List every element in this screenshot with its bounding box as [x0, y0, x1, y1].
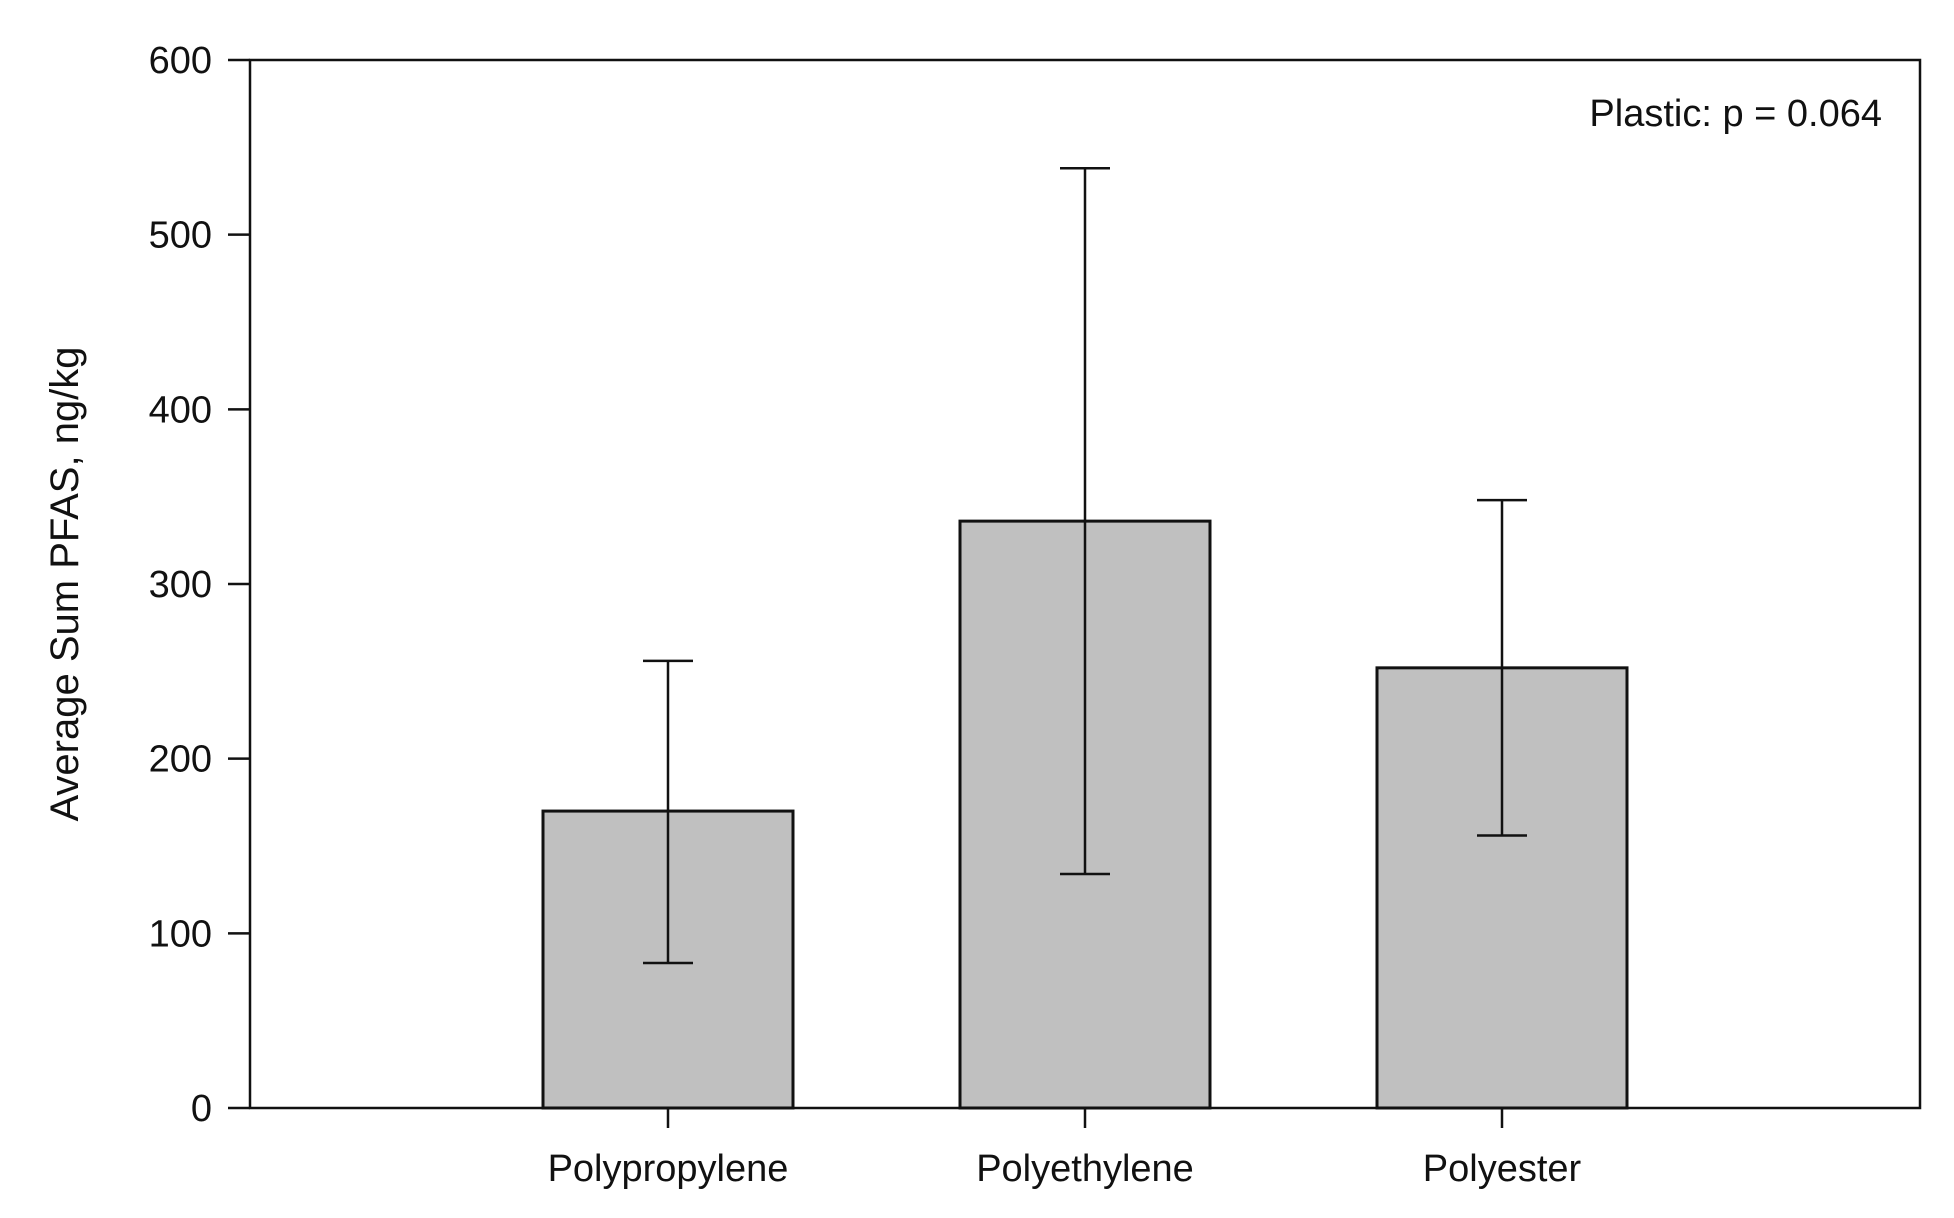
y-tick-label: 500 — [149, 215, 212, 257]
y-axis: 0 100 200 300 400 500 600 — [149, 40, 250, 1130]
x-category-label-polypropylene: Polypropylene — [548, 1148, 789, 1190]
y-tick-label: 0 — [191, 1088, 212, 1130]
y-tick-label: 300 — [149, 564, 212, 606]
x-category-label-polyethylene: Polyethylene — [976, 1148, 1194, 1190]
error-bar-polyethylene — [1060, 167, 1110, 876]
y-tick-label: 200 — [149, 739, 212, 781]
error-bar-polyester — [1477, 498, 1527, 837]
y-tick-label: 100 — [149, 913, 212, 955]
y-tick-label: 600 — [149, 40, 212, 82]
y-axis-title: Average Sum PFAS, ng/kg — [43, 346, 87, 821]
x-axis: Polypropylene Polyethylene Polyester — [548, 1108, 1582, 1190]
error-bar-polypropylene — [643, 659, 693, 965]
annotation-p-value: Plastic: p = 0.064 — [1589, 93, 1882, 135]
y-tick-label: 400 — [149, 389, 212, 431]
x-category-label-polyester: Polyester — [1423, 1148, 1582, 1190]
error-bars — [643, 167, 1527, 965]
